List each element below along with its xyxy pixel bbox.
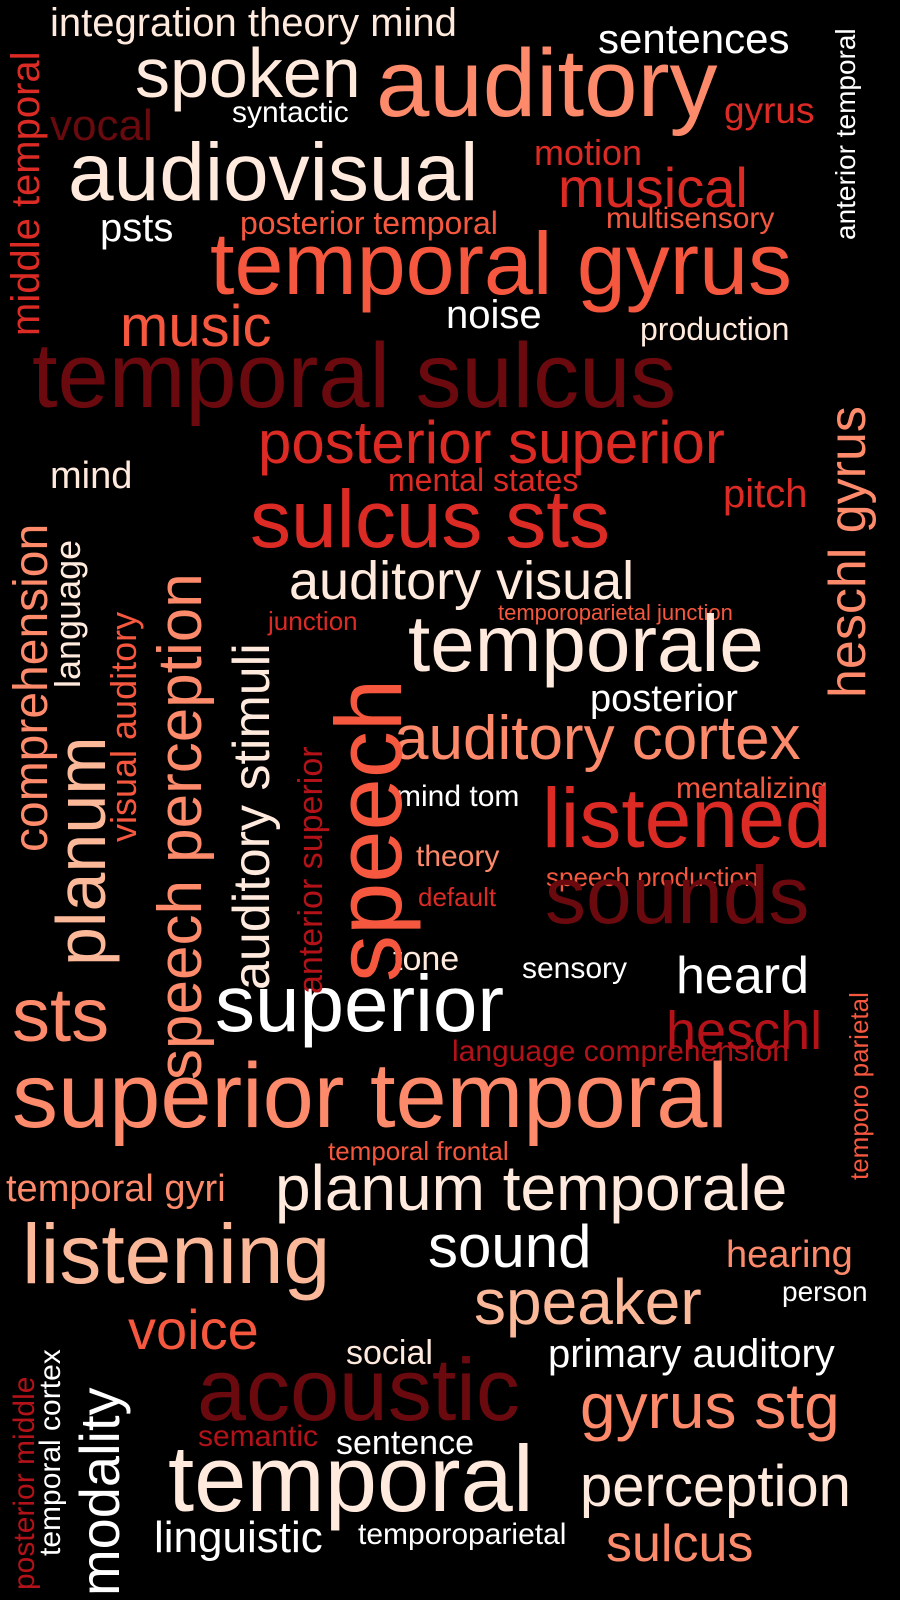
word-auditory-cortex: auditory cortex (394, 704, 801, 773)
word-person: person (782, 1276, 868, 1307)
word-vocal: vocal (50, 101, 153, 150)
word-temporal-sulcus: temporal sulcus (32, 325, 677, 427)
word-temporal-gyrus: temporal gyrus (210, 214, 793, 313)
word-temporal: temporal (168, 1426, 534, 1531)
word-junction: junction (268, 606, 358, 636)
word-mental-states: mental states (388, 462, 579, 498)
word-acoustic: acoustic (197, 1340, 520, 1439)
word-semantic: semantic (198, 1420, 319, 1453)
word-auditory-stimuli: auditory stimuli (223, 643, 281, 990)
word-modality: modality (68, 1387, 131, 1596)
word-music: music (120, 294, 272, 359)
word-temporale: temporale (408, 599, 764, 688)
word-temporo-parietal: temporo parietal (844, 992, 874, 1180)
word-noise: noise (446, 293, 542, 337)
word-planum: planum (42, 736, 120, 966)
word-posterior-superior: posterior superior (258, 409, 725, 476)
word-temporoparietal-junction: temporoparietal junction (498, 600, 733, 625)
word-auditory: auditory (376, 30, 718, 137)
word-pitch: pitch (723, 472, 808, 516)
word-temporal-gyri: temporal gyri (6, 1168, 226, 1210)
word-voice: voice (128, 1298, 259, 1361)
word-mind-tom: mind tom (396, 780, 520, 813)
word-sulcus: sulcus (606, 1515, 754, 1573)
word-speech: speech (316, 678, 421, 982)
word-heschl-gyrus: heschl gyrus (819, 406, 877, 698)
word-linguistic: linguistic (154, 1513, 323, 1562)
word-middle-temporal: middle temporal (4, 51, 48, 336)
word-sts: sts (12, 973, 110, 1058)
word-motion: motion (534, 132, 643, 173)
word-superior-temporal: superior temporal (12, 1045, 728, 1147)
word-posterior: posterior (590, 678, 738, 720)
word-multisensory: multisensory (606, 202, 775, 235)
word-spoken: spoken (135, 34, 361, 112)
word-default: default (418, 882, 497, 912)
word-hearing: hearing (726, 1234, 853, 1276)
word-speaker: speaker (474, 1266, 702, 1338)
word-speech-perception: speech perception (146, 573, 215, 1080)
word-posterior-temporal: posterior temporal (240, 205, 498, 241)
word-sulcus-sts: sulcus sts (250, 474, 610, 565)
word-temporal-cortex: temporal cortex (34, 1349, 67, 1556)
word-superior: superior (215, 959, 505, 1048)
word-language: language (47, 539, 88, 688)
word-anterior-temporal: anterior temporal (830, 28, 861, 240)
word-sentence: sentence (336, 1424, 474, 1462)
word-primary-auditory: primary auditory (548, 1332, 835, 1376)
word-perception: perception (580, 1454, 851, 1519)
word-heschl: heschl (666, 1001, 823, 1061)
word-listened: listened (542, 771, 832, 865)
word-gyrus-stg: gyrus stg (580, 1370, 840, 1442)
word-temporal-frontal: temporal frontal (328, 1136, 509, 1166)
word-integration-theory-mind: integration theory mind (50, 1, 457, 45)
word-tone: tone (393, 940, 460, 978)
word-listening: listening (22, 1207, 331, 1301)
word-syntactic: syntactic (232, 96, 349, 129)
word-temporoparietal: temporoparietal (358, 1518, 567, 1551)
word-theory: theory (416, 840, 500, 873)
word-psts: psts (100, 206, 174, 250)
word-sound: sound (428, 1213, 592, 1280)
word-production: production (640, 311, 790, 347)
word-language-comprehension: language comprehension (452, 1035, 789, 1068)
word-heard: heard (676, 947, 809, 1005)
word-speech-production: speech production (546, 862, 759, 892)
word-sounds: sounds (545, 850, 810, 941)
word-mentalizing: mentalizing (676, 772, 828, 805)
word-audiovisual: audiovisual (68, 127, 479, 218)
word-sensory: sensory (522, 952, 628, 985)
word-sentences: sentences (598, 15, 790, 62)
word-auditory-visual: auditory visual (289, 551, 635, 611)
word-musical: musical (558, 156, 748, 219)
word-gyrus: gyrus (724, 90, 815, 131)
word-planum-temporale: planum temporale (275, 1152, 788, 1224)
word-mind: mind (50, 455, 133, 497)
word-social: social (346, 1334, 433, 1372)
